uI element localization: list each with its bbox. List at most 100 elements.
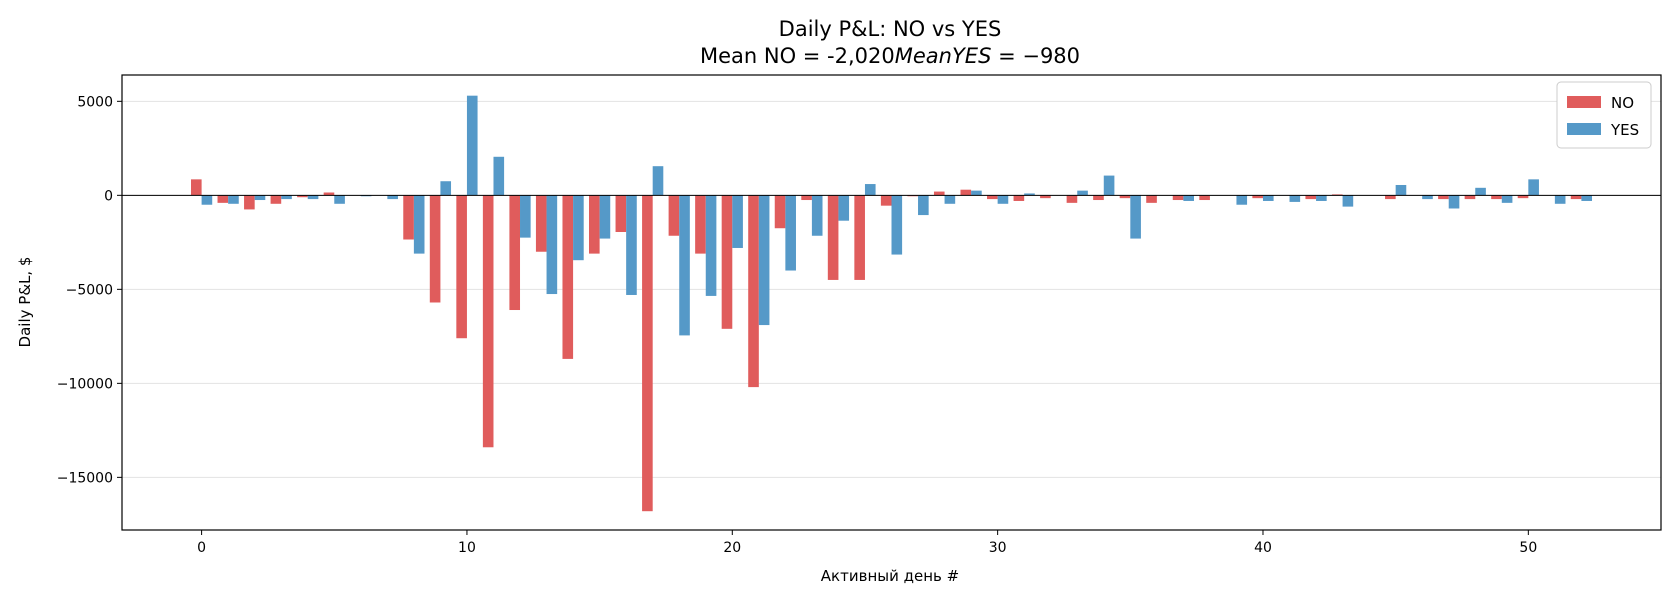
bar-no <box>244 195 255 210</box>
bar-yes <box>201 195 213 205</box>
bar-yes <box>440 181 452 196</box>
bar-yes <box>1475 187 1486 196</box>
grid-lines <box>122 100 1661 478</box>
legend-label-yes: YES <box>1610 121 1639 139</box>
bar-no <box>323 192 335 196</box>
bar-yes <box>387 195 398 200</box>
bar-yes <box>599 195 611 239</box>
bar-yes <box>1501 195 1513 203</box>
bar-yes <box>838 195 850 221</box>
bar-yes <box>1448 195 1460 209</box>
bar-no <box>297 195 308 198</box>
bar-no <box>1013 195 1025 201</box>
bar-no <box>1570 195 1582 200</box>
plot-frame <box>121 74 1662 531</box>
bar-no <box>642 195 653 512</box>
bar-no <box>482 195 494 448</box>
bar-no <box>509 195 521 311</box>
legend-swatch-yes <box>1567 123 1601 135</box>
bar-no <box>456 195 467 339</box>
legend-swatch-no <box>1567 96 1601 108</box>
bar-yes <box>546 195 558 295</box>
bar-yes <box>1528 179 1539 196</box>
bar-yes <box>1130 195 1141 239</box>
bar-no <box>854 195 865 280</box>
bar-yes <box>732 195 743 248</box>
bar-no <box>217 195 229 203</box>
bar-no <box>827 195 839 280</box>
x-tick-label: 0 <box>197 540 206 556</box>
bar-yes <box>1395 184 1407 196</box>
bar-yes <box>413 195 425 254</box>
y-tick-label: 0 <box>104 188 113 204</box>
bar-no <box>1438 195 1449 200</box>
bar-no <box>1517 195 1529 199</box>
bar-no <box>987 195 998 200</box>
bar-yes <box>1316 195 1327 201</box>
bar-yes <box>228 195 239 204</box>
bar-yes <box>1236 195 1248 205</box>
bar-no <box>1385 195 1396 200</box>
bar-yes <box>1342 195 1354 207</box>
x-tick-label: 10 <box>458 540 476 556</box>
bar-yes <box>758 195 770 326</box>
bar-yes <box>573 195 584 261</box>
bar-no <box>668 195 680 236</box>
bar-yes <box>1554 195 1566 204</box>
bar-yes <box>626 195 637 295</box>
bar-no <box>270 195 282 204</box>
bar-yes <box>493 156 505 196</box>
bar-yes <box>705 195 717 296</box>
bar-no <box>1305 195 1317 200</box>
x-tick-label: 40 <box>1254 540 1272 556</box>
chart-subtitle: Mean NO = -2,020MeanYES = −980 <box>700 44 1080 68</box>
bar-no <box>721 195 733 329</box>
x-tick-label: 20 <box>723 540 741 556</box>
bars <box>190 95 1593 512</box>
bar-yes <box>466 95 478 196</box>
subtitle-part-yes-value: −980 <box>1022 44 1080 68</box>
bar-yes <box>254 195 266 201</box>
subtitle-part-no: Mean NO = -2,020 <box>700 44 895 68</box>
legend: NO YES <box>1556 81 1652 149</box>
bar-no <box>1119 195 1131 199</box>
bar-no <box>1146 195 1157 203</box>
x-tick-label: 30 <box>989 540 1007 556</box>
chart-title: Daily P&L: NO vs YES <box>779 17 1002 41</box>
bar-yes <box>1262 195 1274 201</box>
bar-yes <box>997 195 1009 204</box>
bar-no <box>1491 195 1502 200</box>
bar-yes <box>971 190 982 196</box>
bar-yes <box>307 195 319 200</box>
bar-no <box>1464 195 1476 200</box>
bar-no <box>615 195 627 232</box>
bar-no <box>933 191 945 196</box>
bar-no <box>801 195 812 201</box>
bar-yes <box>944 195 956 204</box>
bar-no <box>562 195 574 359</box>
bar-no <box>1066 195 1078 203</box>
bar-no <box>429 195 441 303</box>
y-tick-label: −5000 <box>66 282 113 298</box>
y-tick-label: 5000 <box>77 94 113 110</box>
bar-no <box>1040 195 1051 199</box>
bar-yes <box>891 195 903 255</box>
bar-no <box>190 179 202 196</box>
x-tick-label: 50 <box>1519 540 1537 556</box>
bar-no <box>1093 195 1104 201</box>
bar-yes <box>1024 193 1035 196</box>
bar-yes <box>281 195 292 200</box>
subtitle-part-yes: MeanYES = <box>895 44 1023 68</box>
bar-no <box>774 195 786 229</box>
bar-no <box>1199 195 1210 201</box>
bar-no <box>748 195 759 388</box>
bar-yes <box>1077 190 1088 196</box>
bar-no <box>880 195 892 206</box>
bar-yes <box>520 195 531 238</box>
bar-yes <box>1422 195 1433 200</box>
y-axis-label: Daily P&L, $ <box>16 257 34 348</box>
bar-yes <box>1183 195 1194 201</box>
bar-yes <box>1103 175 1115 196</box>
bar-yes <box>864 184 876 196</box>
